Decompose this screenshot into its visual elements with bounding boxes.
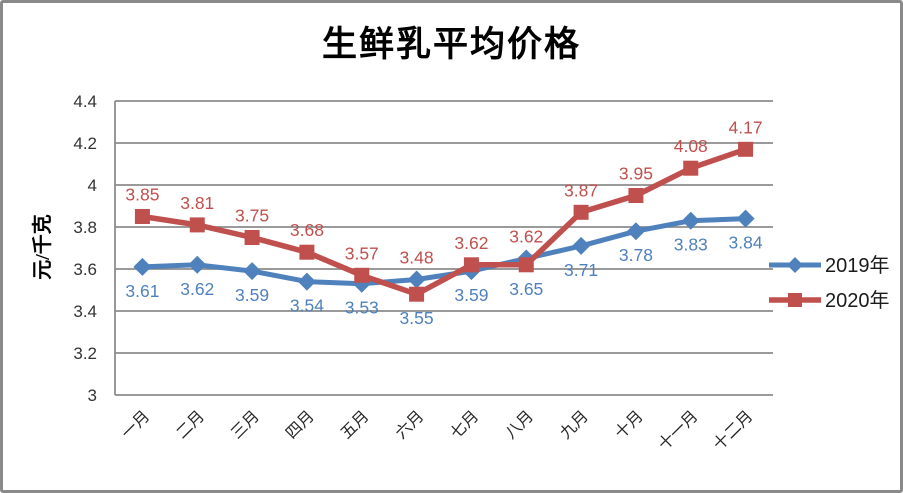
series-1-data-label: 3.95: [619, 164, 653, 184]
series-0-marker-diamond: [243, 262, 262, 281]
series-0-marker-diamond: [297, 272, 316, 291]
x-tick-label: 一月: [119, 408, 154, 443]
series-0-data-label: 3.61: [125, 281, 159, 301]
series-0-data-label: 3.59: [454, 285, 488, 305]
series-0-data-label: 3.84: [729, 233, 763, 253]
series-0-marker-diamond: [572, 236, 591, 255]
y-tick-label: 4.2: [73, 134, 97, 153]
series-1-marker-square: [628, 188, 644, 203]
series-1-data-label: 4.17: [729, 117, 763, 137]
series-1-data-label: 3.57: [345, 243, 379, 263]
series-0-data-label: 3.55: [400, 308, 434, 328]
series-1-data-label: 3.62: [509, 227, 543, 247]
series-0-data-label: 3.53: [345, 298, 379, 318]
series-1-marker-square: [409, 286, 425, 302]
series-1-marker-square: [189, 217, 205, 233]
series-0-data-label: 3.83: [674, 235, 708, 255]
series-1-marker-square: [134, 209, 150, 224]
series-0-data-label: 3.65: [509, 279, 543, 299]
chart-title: 生鲜乳平均价格: [321, 25, 581, 64]
legend-item-0: 2019年: [769, 254, 890, 277]
x-tick-label: 十二月: [710, 407, 757, 454]
series-0-data-label: 3.54: [290, 296, 324, 316]
series-0-data-label: 3.71: [564, 260, 598, 280]
x-tick-label: 三月: [228, 408, 263, 443]
legend-marker-square-icon: [788, 293, 802, 307]
series-0-marker-diamond: [188, 255, 207, 274]
x-tick-label: 八月: [502, 408, 537, 443]
x-tick-label: 五月: [338, 408, 373, 443]
series-1-marker-square: [354, 267, 370, 283]
series-1-marker-square: [244, 230, 260, 245]
legend-item-1: 2020年: [769, 289, 890, 312]
series-1-data-label: 3.62: [454, 233, 488, 253]
x-tick-label: 七月: [447, 407, 482, 442]
x-tick-label: 九月: [557, 407, 592, 442]
y-tick-label: 3: [88, 386, 97, 405]
series-0-marker-diamond: [681, 211, 700, 230]
series-1-marker-square: [738, 141, 754, 157]
series-1-marker-square: [573, 204, 589, 220]
series-0-marker-diamond: [736, 209, 755, 228]
series-0-data-label: 3.62: [180, 279, 214, 299]
series-line-1: [139, 146, 749, 297]
series-0-marker-diamond: [407, 270, 426, 289]
y-tick-label: 4.4: [73, 92, 97, 111]
series-1-data-label: 3.68: [290, 220, 324, 240]
series-1-data-label: 3.85: [125, 185, 159, 205]
series-0-marker-diamond: [626, 222, 645, 241]
series-0-marker-diamond: [133, 257, 152, 276]
series-line-0: [139, 216, 749, 287]
series-1-marker-square: [299, 244, 315, 260]
x-tick-label: 四月: [283, 408, 318, 443]
legend-label: 2020年: [825, 289, 890, 312]
y-tick-label: 4: [88, 176, 97, 195]
y-tick-label: 3.6: [73, 260, 97, 279]
series-1-marker-square: [463, 257, 479, 273]
series-1-data-label: 3.48: [400, 248, 434, 268]
series-1-marker-square: [518, 257, 534, 273]
series-1-data-label: 3.75: [235, 206, 269, 226]
legend-label: 2019年: [825, 254, 890, 277]
plot-area: 33.23.43.63.844.24.4一月 二月 三月 四月 五月 六月 七月 八月 九月 十月…: [73, 92, 890, 454]
y-tick-label: 3.4: [73, 302, 97, 321]
y-tick-label: 3.8: [73, 218, 97, 237]
series-1-data-label: 4.08: [674, 136, 708, 156]
legend-marker-diamond-icon: [787, 257, 803, 273]
y-tick-label: 3.2: [73, 344, 97, 363]
series-1-data-label: 3.81: [180, 193, 214, 213]
x-tick-label: 二月: [173, 408, 208, 443]
x-tick-label: 十一月: [655, 407, 702, 454]
series-0-data-label: 3.78: [619, 245, 653, 265]
series-1-data-label: 3.87: [564, 180, 598, 200]
x-tick-label: 六月: [392, 407, 427, 442]
series-1-marker-square: [683, 160, 699, 176]
series-0-data-label: 3.59: [235, 285, 269, 305]
x-tick-label: 十月: [611, 407, 646, 442]
